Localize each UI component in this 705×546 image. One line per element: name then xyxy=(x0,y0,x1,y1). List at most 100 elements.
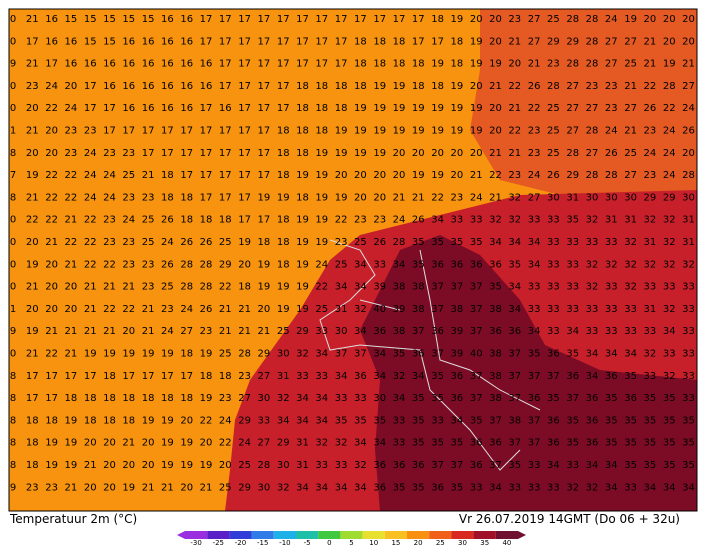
grid-value: 20 xyxy=(219,460,232,471)
grid-value: 33 xyxy=(528,282,541,293)
grid-value: 19 xyxy=(335,126,348,137)
grid-value: 30 xyxy=(624,192,637,203)
grid-value: 19 xyxy=(373,148,386,159)
grid-value: 31 xyxy=(644,237,657,248)
grid-value: 21 xyxy=(219,304,232,315)
grid-value: 17 xyxy=(258,81,271,92)
grid-value: 24 xyxy=(605,126,618,137)
grid-value: 22 xyxy=(84,237,97,248)
grid-value: 27 xyxy=(258,371,271,382)
grid-value: 18 xyxy=(315,81,328,92)
grid-value: 35 xyxy=(663,460,676,471)
grid-value: 16 xyxy=(45,14,58,25)
grid-value: 34 xyxy=(315,393,328,404)
grid-value: 37 xyxy=(451,460,464,471)
grid-value: 17 xyxy=(219,36,232,47)
grid-value: 36 xyxy=(470,460,483,471)
grid-value: 20 xyxy=(45,148,58,159)
grid-value: 18 xyxy=(103,371,116,382)
grid-value: 18 xyxy=(161,192,174,203)
grid-value: 18 xyxy=(200,215,213,226)
grid-value: 28 xyxy=(586,14,599,25)
grid-value: 24 xyxy=(161,237,174,248)
grid-value: 16 xyxy=(161,36,174,47)
grid-value: 37 xyxy=(508,371,521,382)
grid-value: 18 xyxy=(180,215,193,226)
grid-value: 25 xyxy=(354,237,367,248)
grid-value: 24 xyxy=(84,192,97,203)
grid-value: 26 xyxy=(180,237,193,248)
grid-value: 17 xyxy=(238,81,251,92)
grid-value: 22 xyxy=(335,215,348,226)
grid-value: 18 xyxy=(65,393,78,404)
grid-value: 28 xyxy=(586,59,599,70)
grid-value: 21 xyxy=(200,482,213,493)
grid-value: 35 xyxy=(624,371,637,382)
grid-value: 27 xyxy=(624,36,637,47)
legend-tick-label: -20 xyxy=(235,539,246,546)
grid-value: 29 xyxy=(258,349,271,360)
legend-swatch xyxy=(251,531,274,539)
grid-value: 24 xyxy=(161,326,174,337)
grid-value: 18 xyxy=(373,36,386,47)
grid-value: 25 xyxy=(335,259,348,270)
grid-value: 17 xyxy=(219,14,232,25)
grid-value: 19 xyxy=(335,192,348,203)
grid-value: 38 xyxy=(489,371,502,382)
grid-value: 35 xyxy=(624,460,637,471)
grid-value: 20 xyxy=(431,148,444,159)
grid-value: 20 xyxy=(489,126,502,137)
grid-value: 19 xyxy=(84,349,97,360)
grid-value: 33 xyxy=(335,393,348,404)
grid-value: 37 xyxy=(470,393,483,404)
grid-value: 33 xyxy=(258,415,271,426)
grid-value: 22 xyxy=(528,103,541,114)
grid-value: 36 xyxy=(489,438,502,449)
grid-value: 33 xyxy=(586,326,599,337)
grid-value: 18 xyxy=(373,59,386,70)
grid-value: 36 xyxy=(412,460,425,471)
grid-value: 33 xyxy=(547,259,560,270)
grid-value: 8 xyxy=(10,371,16,382)
grid-value: 34 xyxy=(586,371,599,382)
grid-value: 29 xyxy=(547,36,560,47)
grid-value: 0 xyxy=(10,237,16,248)
grid-value: 35 xyxy=(354,415,367,426)
borders xyxy=(319,239,541,471)
grid-value: 19 xyxy=(65,460,78,471)
grid-value: 33 xyxy=(335,460,348,471)
grid-value: 34 xyxy=(451,415,464,426)
grid-value: 33 xyxy=(644,326,657,337)
grid-value: 37 xyxy=(489,460,502,471)
grid-value: 33 xyxy=(566,282,579,293)
grid-value: 33 xyxy=(547,304,560,315)
grid-value: 20 xyxy=(412,148,425,159)
grid-value: 18 xyxy=(200,371,213,382)
grid-value: 20 xyxy=(45,282,58,293)
grid-value: 28 xyxy=(663,81,676,92)
grid-value: 19 xyxy=(258,192,271,203)
grid-value: 23 xyxy=(354,215,367,226)
grid-value: 18 xyxy=(103,393,116,404)
grid-value: 27 xyxy=(605,36,618,47)
grid-value: 17 xyxy=(258,36,271,47)
grid-value: 27 xyxy=(566,103,579,114)
grid-value: 36 xyxy=(586,415,599,426)
grid-value: 33 xyxy=(682,371,695,382)
grid-value: 16 xyxy=(200,59,213,70)
grid-value: 17 xyxy=(142,371,155,382)
caption: Temperatuur 2m (°C) xyxy=(9,512,137,526)
grid-value: 0 xyxy=(10,349,16,360)
grid-value: 35 xyxy=(373,415,386,426)
grid-value: 20 xyxy=(373,170,386,181)
grid-value: 9 xyxy=(10,59,16,70)
grid-value: 16 xyxy=(65,59,78,70)
grid-value: 17 xyxy=(45,59,58,70)
grid-value: 33 xyxy=(547,215,560,226)
grid-value: 21 xyxy=(624,126,637,137)
grid-value: 23 xyxy=(122,192,135,203)
grid-value: 34 xyxy=(315,482,328,493)
grid-value: 35 xyxy=(682,415,695,426)
grid-value: 33 xyxy=(605,282,618,293)
grid-value: 21 xyxy=(644,59,657,70)
